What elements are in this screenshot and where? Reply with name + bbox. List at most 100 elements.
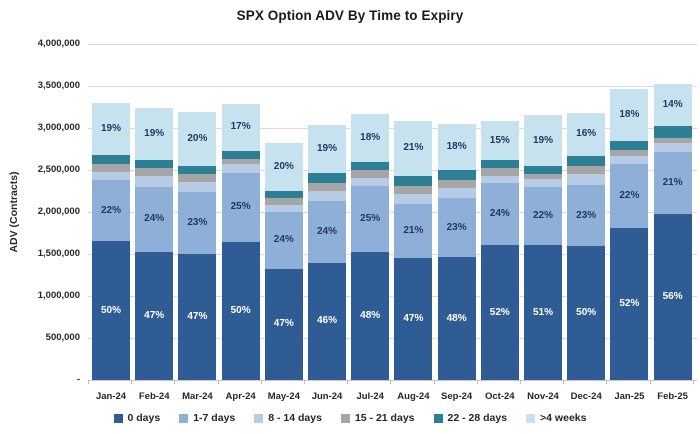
bar-segment-1-7-days <box>567 185 606 247</box>
bar-segment-8-14-days <box>178 181 217 193</box>
percent-label-0-days: 48% <box>446 312 467 324</box>
bar-segment-15-21-days <box>480 167 519 176</box>
percent-label-1-7-days: 23% <box>187 217 208 229</box>
bar-segment-8-14-days <box>92 172 130 181</box>
percent-label-1-7-days: 23% <box>446 221 467 233</box>
bar-segment-15-21-days <box>610 149 649 156</box>
bar-segment-4-weeks <box>264 143 303 191</box>
bar-segment-1-7-days <box>524 186 562 246</box>
percent-label-4-weeks: 19% <box>316 142 337 154</box>
percent-label-0-days: 50% <box>100 304 121 316</box>
y-tick-label: 4,000,000 <box>37 38 80 49</box>
bar-segment-8-14-days <box>524 178 562 187</box>
bar-segment-4-weeks <box>135 107 174 160</box>
gridline <box>88 253 697 255</box>
percent-label-0-days: 47% <box>403 313 424 325</box>
bar-segment-8-14-days <box>351 177 390 186</box>
percent-label-0-days: 51% <box>532 306 553 318</box>
bar-segment-22-28-days <box>351 161 390 170</box>
bar-segment-15-21-days <box>567 166 606 175</box>
bar-segment-4-weeks <box>567 112 606 156</box>
bar-segment-0-days <box>394 258 433 380</box>
x-axis-tick <box>606 380 608 384</box>
percent-label-0-days: 47% <box>144 310 165 322</box>
percent-label-4-weeks: 18% <box>446 140 467 152</box>
percent-label-1-7-days: 22% <box>619 190 640 202</box>
bar-segment-22-28-days <box>610 141 649 150</box>
bar-segment-4-weeks <box>524 115 562 166</box>
legend-label: 8 - 14 days <box>268 412 322 424</box>
bar-segment-0-days <box>308 262 346 380</box>
plot-area: 50% 22% 19% 47% 24% 19% 47% 23% 20% 50% 25% 17% 47% 2… <box>88 43 697 381</box>
bar-segment-15-21-days <box>264 197 303 205</box>
x-tick-label: Aug-24 <box>397 391 430 402</box>
bar-segment-1-7-days <box>610 164 649 229</box>
bar-segment-4-weeks <box>178 112 217 166</box>
legend-label: 1-7 days <box>193 412 236 424</box>
bar-segment-0-days <box>264 268 303 380</box>
bar-segment-15-21-days <box>221 158 260 165</box>
chart-title: SPX Option ADV By Time to Expiry <box>236 8 464 23</box>
x-tick-label: Oct-24 <box>485 391 515 402</box>
legend-swatch-4-weeks <box>526 413 536 423</box>
y-tick-label: 3,500,000 <box>37 80 80 91</box>
percent-label-4-weeks: 18% <box>360 131 381 143</box>
bar-segment-1-7-days <box>135 186 174 253</box>
bar-segment-8-14-days <box>567 174 606 186</box>
bar-segment-22-28-days <box>524 165 562 174</box>
percent-label-4-weeks: 21% <box>403 142 424 154</box>
bar-segment-1-7-days <box>480 183 519 246</box>
bar-segment-15-21-days <box>92 163 130 173</box>
bar-segment-0-days <box>135 252 174 380</box>
x-tick-label: Sep-24 <box>441 391 473 402</box>
bar-segment-0-days <box>221 241 260 380</box>
legend-item-22-28-days: 22 - 28 days <box>433 412 507 424</box>
bar-segment-8-14-days <box>308 191 346 202</box>
y-tick-label: - <box>76 374 80 385</box>
x-tick-label: Apr-24 <box>225 391 256 402</box>
bar-segment-4-weeks <box>394 121 433 176</box>
bar-segment-0-days <box>653 214 692 380</box>
bar-segment-8-14-days <box>610 155 649 165</box>
bar-segment-1-7-days <box>394 204 433 259</box>
bar-segment-15-21-days <box>308 183 346 192</box>
percent-label-1-7-days: 21% <box>403 225 424 237</box>
bar-segment-0-days <box>351 252 390 380</box>
bar-segment-0-days <box>567 246 606 380</box>
bar-segment-15-21-days <box>351 169 390 178</box>
bar-segment-1-7-days <box>178 192 217 255</box>
x-axis-tick <box>174 380 176 384</box>
bar-segment-22-28-days <box>135 159 174 168</box>
x-tick-label: Feb-25 <box>657 391 688 402</box>
percent-label-4-weeks: 18% <box>619 108 640 120</box>
gridline <box>88 337 697 339</box>
percent-label-0-days: 50% <box>576 307 597 319</box>
legend-swatch-1-7-days <box>179 413 189 423</box>
percent-label-1-7-days: 24% <box>489 208 510 220</box>
x-axis-tick <box>520 380 521 384</box>
percent-label-1-7-days: 24% <box>273 234 294 246</box>
bar-segment-22-28-days <box>567 155 606 167</box>
percent-label-1-7-days: 25% <box>360 212 381 224</box>
x-tick-label: Dec-24 <box>570 391 602 402</box>
gridline <box>88 43 697 45</box>
percent-label-0-days: 50% <box>230 304 251 316</box>
bar-segment-15-21-days <box>437 180 476 188</box>
percent-label-4-weeks: 14% <box>662 99 683 111</box>
percent-label-0-days: 56% <box>662 291 683 303</box>
x-tick-label: Jul-24 <box>356 391 384 402</box>
percent-label-4-weeks: 19% <box>532 134 553 146</box>
legend-item-1-7-days: 1-7 days <box>179 412 235 424</box>
gridline <box>88 169 697 171</box>
x-axis-tick <box>390 380 392 384</box>
percent-label-1-7-days: 24% <box>144 213 165 225</box>
x-axis-tick <box>563 380 565 384</box>
percent-label-0-days: 52% <box>619 298 640 310</box>
gridline <box>88 295 697 297</box>
bar-segment-22-28-days <box>221 150 260 159</box>
bar-segment-4-weeks <box>308 124 346 174</box>
bar-segment-0-days <box>480 245 519 380</box>
bar-segment-8-14-days <box>480 175 519 184</box>
x-axis-tick <box>260 380 262 384</box>
bar-segment-8-14-days <box>221 164 260 173</box>
